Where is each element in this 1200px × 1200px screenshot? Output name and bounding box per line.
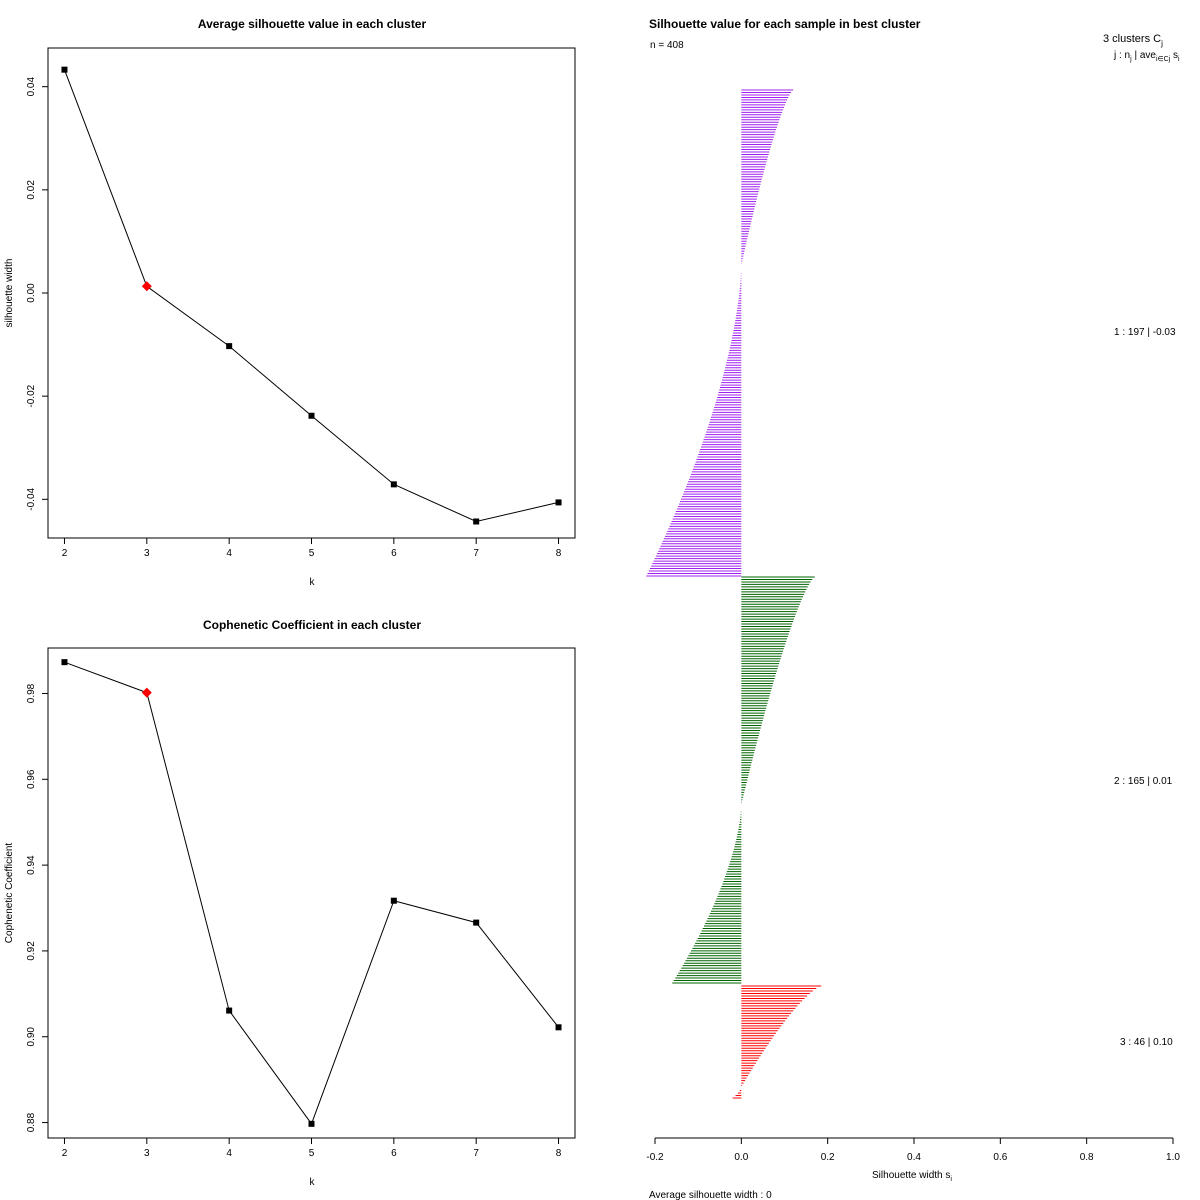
coph-y-tick-label: 0.90 <box>26 1027 37 1047</box>
silhouette-width-tick-label: 0.4 <box>907 1152 921 1163</box>
sil-data-point <box>226 343 233 350</box>
coph-data-point <box>226 1007 233 1014</box>
cophenetic-axes: 2 3 4 5 6 7 8 0.88 0.90 0.92 0.94 0.96 0.98 <box>26 683 562 1159</box>
sil-x-tick-label: 2 <box>62 548 68 559</box>
sil-x-tick-label: 5 <box>309 548 315 559</box>
coph-data-point <box>308 1120 315 1127</box>
sil-x-tick-label: 8 <box>556 548 562 559</box>
coph-highlight-point <box>141 687 152 698</box>
silhouette-width-x-label: Silhouette width si <box>872 1170 952 1183</box>
silhouette-x-label: k <box>310 577 316 588</box>
silhouette-plot-title: Silhouette value for each sample in best… <box>649 17 921 31</box>
silhouette-width-axis: -0.2 0.0 0.2 0.4 0.6 0.8 1.0 <box>646 1137 1180 1163</box>
cluster-header: 3 clusters Cj j : nj | avei∈Cj si <box>1103 33 1180 63</box>
coph-x-tick-label: 5 <box>309 1148 315 1159</box>
average-silhouette-width-label: Average silhouette width : 0 <box>649 1190 772 1200</box>
sil-y-tick-label: 0.00 <box>26 283 37 303</box>
sample-count-label: n = 408 <box>650 40 684 51</box>
silhouette-points <box>61 66 562 525</box>
coph-data-point <box>390 897 397 904</box>
sil-y-tick-label: 0.04 <box>26 77 37 97</box>
cophenetic-panel: Cophenetic Coefficient in each cluster 2… <box>4 618 576 1188</box>
coph-y-tick-label: 0.96 <box>26 769 37 789</box>
silhouette-width-tick-label: 0.8 <box>1080 1152 1094 1163</box>
clusters-header-line-2: j : nj | avei∈Cj si <box>1113 50 1180 63</box>
silhouette-width-tick-label: 0.0 <box>734 1152 748 1163</box>
sil-x-tick-label: 3 <box>144 548 150 559</box>
cophenetic-series-line <box>64 661 559 1125</box>
sil-y-tick-label: 0.02 <box>26 180 37 200</box>
coph-x-tick-label: 8 <box>556 1148 562 1159</box>
silhouette-axes: 2 3 4 5 6 7 8 -0.04 -0.02 0.00 0.02 0.04 <box>26 77 562 559</box>
cluster-1-summary: 1 : 197 | -0.03 <box>1114 327 1176 338</box>
sil-data-point <box>390 481 397 488</box>
silhouette-width-tick-label: -0.2 <box>646 1152 664 1163</box>
cophenetic-points <box>61 659 562 1127</box>
coph-x-tick-label: 3 <box>144 1148 150 1159</box>
sil-x-tick-label: 7 <box>473 548 479 559</box>
silhouette-plot-panel: Silhouette value for each sample in best… <box>646 17 1180 1200</box>
sil-data-point <box>555 499 562 506</box>
silhouette-panel: Average silhouette value in each cluster… <box>4 17 576 588</box>
silhouette-width-tick-label: 1.0 <box>1166 1152 1180 1163</box>
coph-x-tick-label: 4 <box>226 1148 232 1159</box>
coph-y-tick-label: 0.98 <box>26 683 37 703</box>
sil-y-tick-label: -0.04 <box>26 487 37 510</box>
coph-x-tick-label: 2 <box>62 1148 68 1159</box>
sil-x-tick-label: 6 <box>391 548 397 559</box>
silhouette-panel-title: Average silhouette value in each cluster <box>198 17 427 31</box>
cophenetic-plot-frame <box>47 647 576 1139</box>
coph-y-tick-label: 0.88 <box>26 1112 37 1132</box>
silhouette-y-label: silhouette width <box>4 259 15 328</box>
coph-x-tick-label: 6 <box>391 1148 397 1159</box>
cophenetic-x-label: k <box>310 1177 316 1188</box>
cluster-2-summary: 2 : 165 | 0.01 <box>1114 776 1173 787</box>
sil-highlight-point <box>141 281 152 292</box>
silhouette-series-line <box>64 69 559 523</box>
silhouette-width-tick-label: 0.6 <box>993 1152 1007 1163</box>
cophenetic-panel-title: Cophenetic Coefficient in each cluster <box>203 618 421 632</box>
coph-x-tick-label: 7 <box>473 1148 479 1159</box>
coph-y-tick-label: 0.92 <box>26 941 37 961</box>
silhouette-bars <box>646 89 822 1099</box>
sil-data-point <box>473 518 480 525</box>
clusters-header-line-1: 3 clusters Cj <box>1103 33 1163 48</box>
coph-y-tick-label: 0.94 <box>26 855 37 875</box>
coph-data-point <box>555 1024 562 1031</box>
coph-data-point <box>61 659 68 666</box>
coph-data-point <box>473 919 480 926</box>
silhouette-plot-frame <box>47 47 576 539</box>
silhouette-width-tick-label: 0.2 <box>821 1152 835 1163</box>
cluster-3-summary: 3 : 46 | 0.10 <box>1120 1037 1173 1048</box>
sil-data-point <box>61 66 68 73</box>
sil-y-tick-label: -0.02 <box>26 384 37 407</box>
sil-data-point <box>308 412 315 419</box>
cophenetic-y-label: Cophenetic Coefficient <box>4 843 15 944</box>
sil-x-tick-label: 4 <box>226 548 232 559</box>
